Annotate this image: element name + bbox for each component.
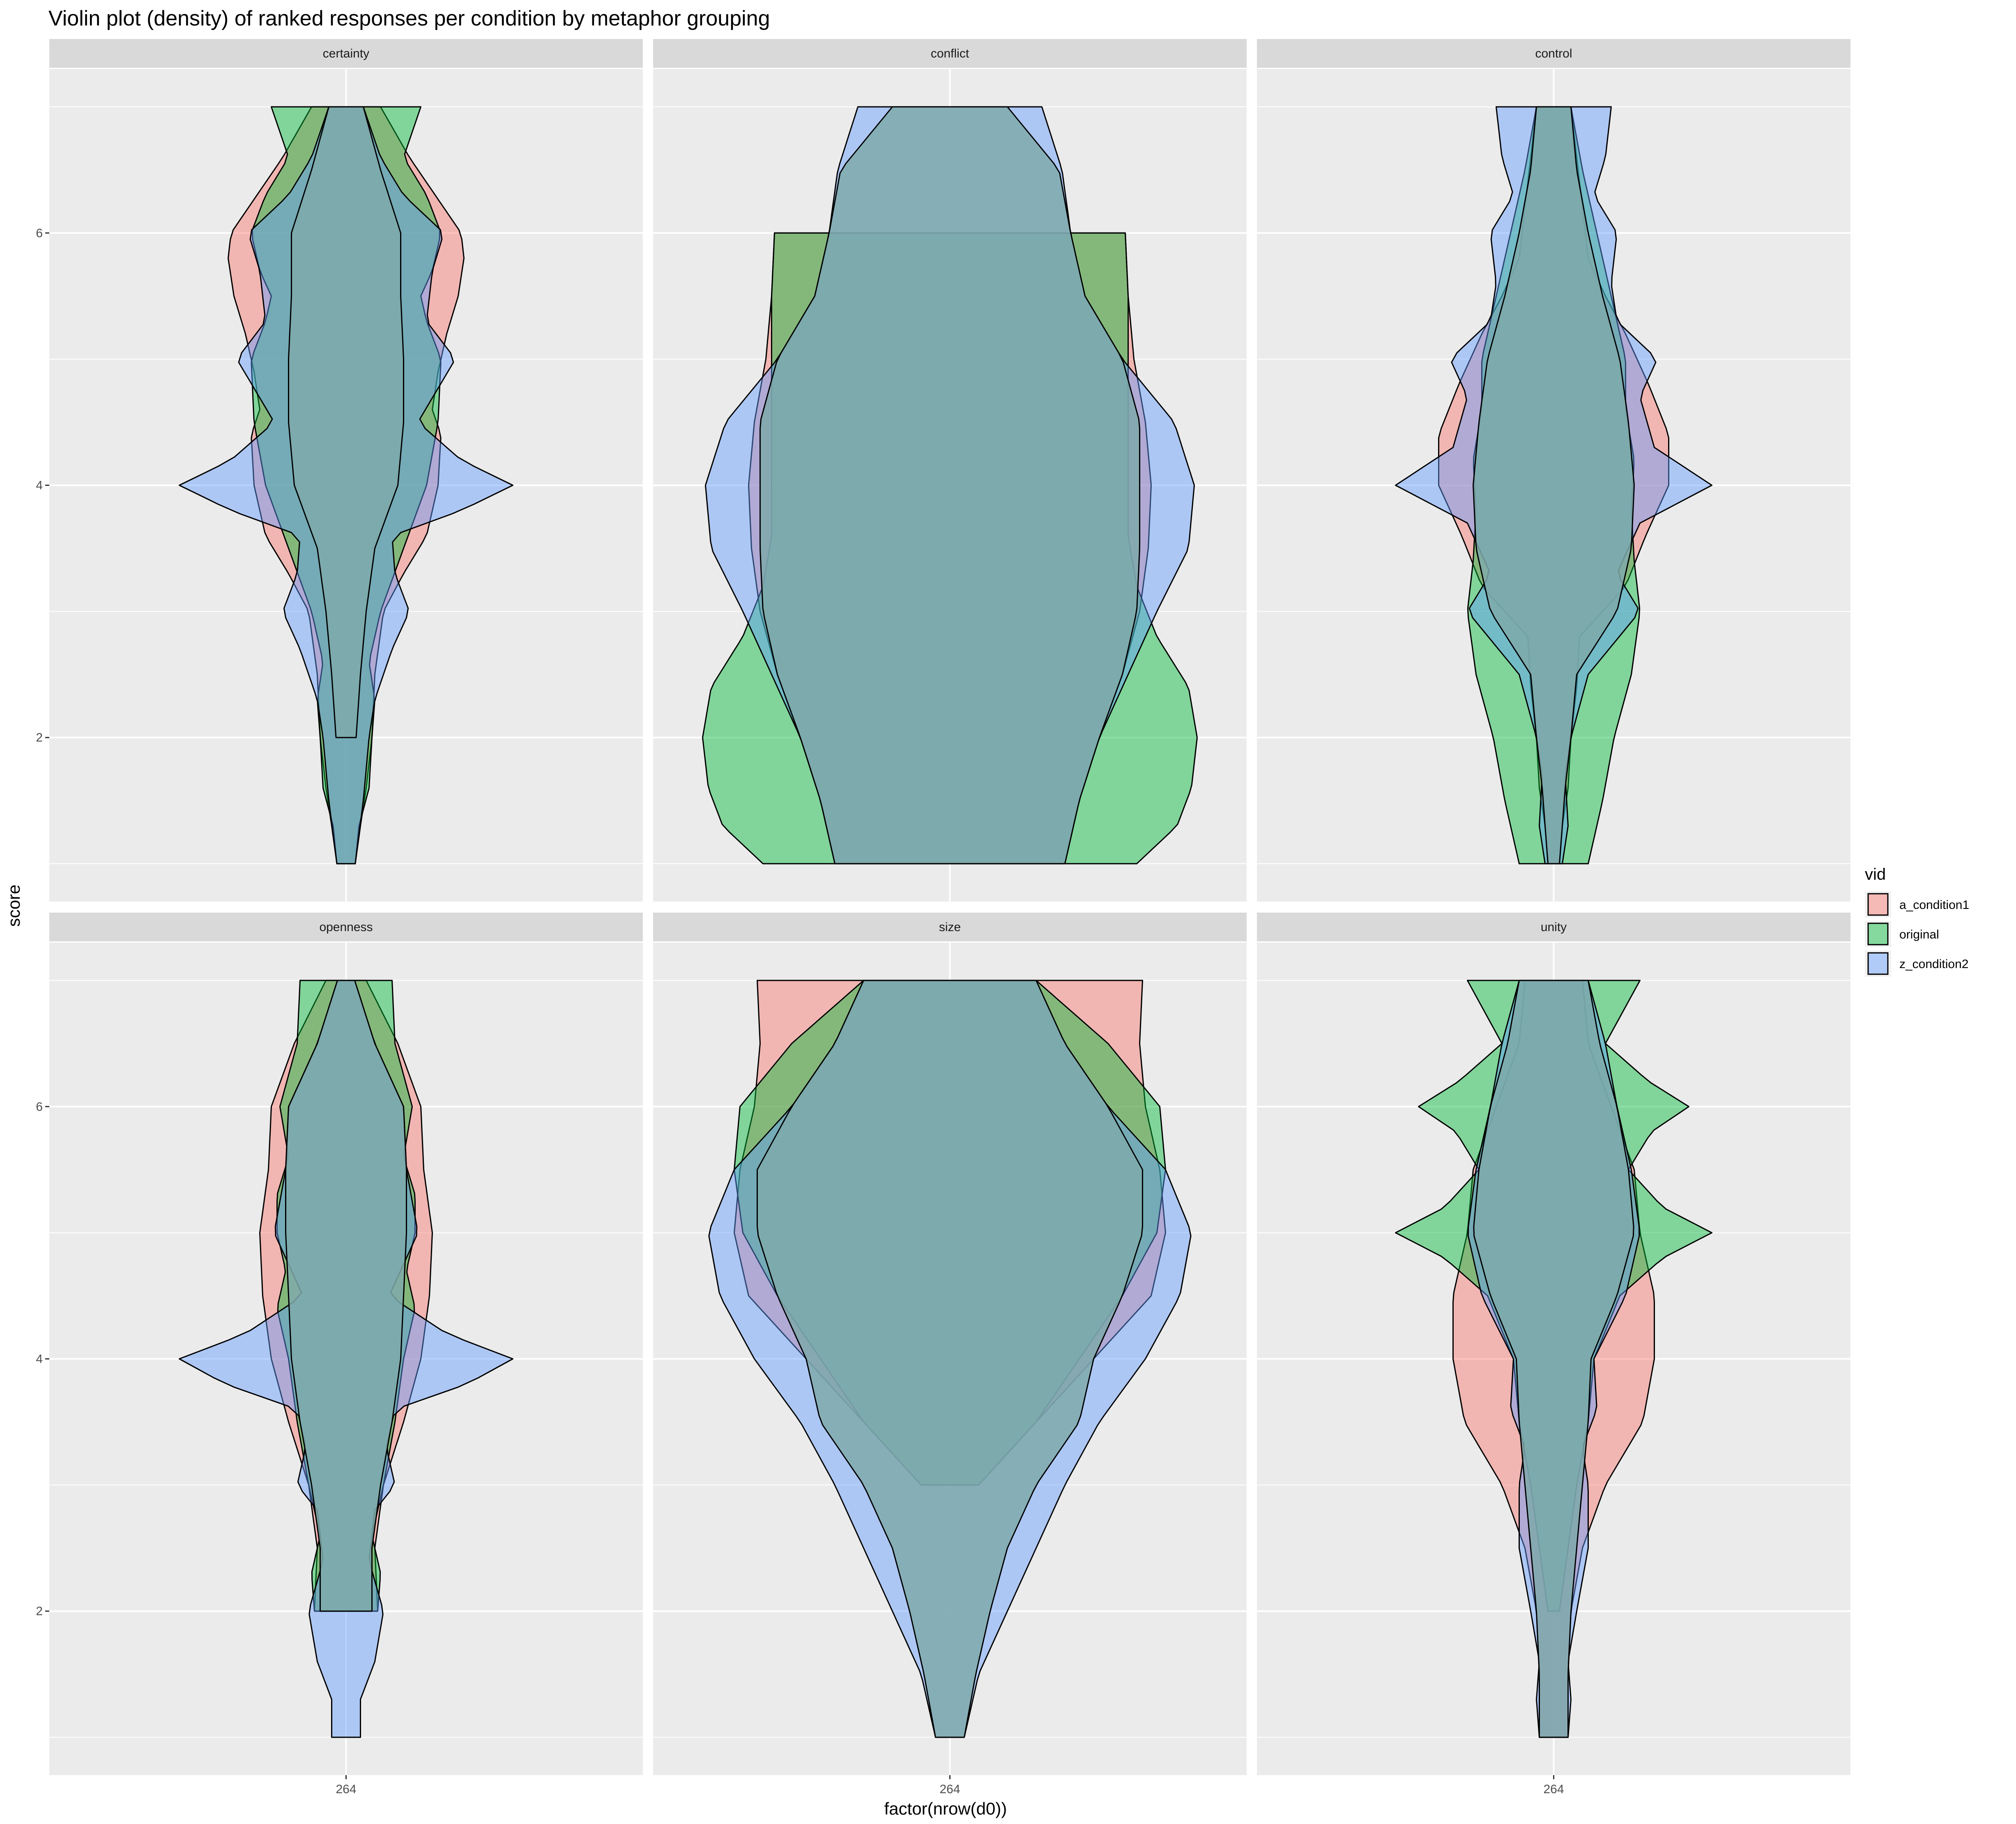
- y-tick-label: 4: [36, 479, 43, 492]
- facet-certainty: certainty 2 4 6: [36, 39, 643, 902]
- violin-overlap: [285, 980, 407, 1612]
- violin-overlap: [288, 106, 404, 738]
- y-tick-label: 6: [36, 226, 43, 240]
- facet-openness: openness 2 4 6 264: [36, 913, 643, 1796]
- legend: vid a_condition1 original z_condition2: [1865, 865, 1969, 977]
- facet-strip: [49, 913, 643, 941]
- facet-label: unity: [1541, 920, 1567, 934]
- facet-label: openness: [319, 920, 373, 934]
- legend-label-original: original: [1899, 928, 1939, 941]
- facet-strip: [653, 913, 1247, 941]
- facet-panels: certainty 2 4 6 conflict control openness 2 4 6 26…: [36, 39, 1850, 1796]
- y-axis-title: score: [4, 885, 23, 927]
- legend-label-z-condition2: z_condition2: [1899, 957, 1968, 971]
- legend-title: vid: [1865, 865, 1886, 883]
- facet-strip: [653, 39, 1247, 68]
- y-tick-label: 2: [36, 1605, 43, 1618]
- legend-label-a-condition1: a_condition1: [1899, 898, 1969, 912]
- facet-size: size 264: [653, 913, 1247, 1796]
- legend-key-background: [1865, 950, 1891, 977]
- violin-overlap: [757, 980, 1143, 1738]
- facet-conflict: conflict: [653, 39, 1247, 902]
- facet-label: control: [1535, 47, 1572, 60]
- legend-key-background: [1865, 921, 1891, 947]
- legend-swatch-original: [1867, 922, 1889, 945]
- legend-swatch-a-condition1: [1867, 893, 1889, 916]
- facet-label: size: [939, 920, 961, 934]
- x-tick-label: 264: [1543, 1783, 1564, 1796]
- facet-strip: [1257, 913, 1850, 941]
- x-tick-label: 264: [336, 1783, 356, 1796]
- violin-overlap: [759, 106, 1140, 865]
- y-tick-label: 2: [36, 731, 43, 745]
- legend-swatch-z-condition2: [1867, 952, 1889, 975]
- facet-strip: [49, 39, 643, 68]
- x-axis-title: factor(nrow(d0)): [884, 1799, 1007, 1818]
- y-tick-label: 6: [36, 1100, 43, 1113]
- facet-label: conflict: [931, 47, 969, 60]
- x-tick-label: 264: [939, 1783, 960, 1796]
- facet-strip: [1257, 39, 1850, 68]
- violin-overlap: [1473, 106, 1635, 865]
- legend-key-background: [1865, 891, 1891, 918]
- y-tick-label: 4: [36, 1352, 43, 1366]
- facet-control: control: [1257, 39, 1850, 902]
- violin-overlap: [1473, 980, 1634, 1738]
- facet-unity: unity 264: [1257, 913, 1850, 1796]
- chart-title: Violin plot (density) of ranked response…: [48, 7, 770, 30]
- facet-label: certainty: [323, 47, 369, 60]
